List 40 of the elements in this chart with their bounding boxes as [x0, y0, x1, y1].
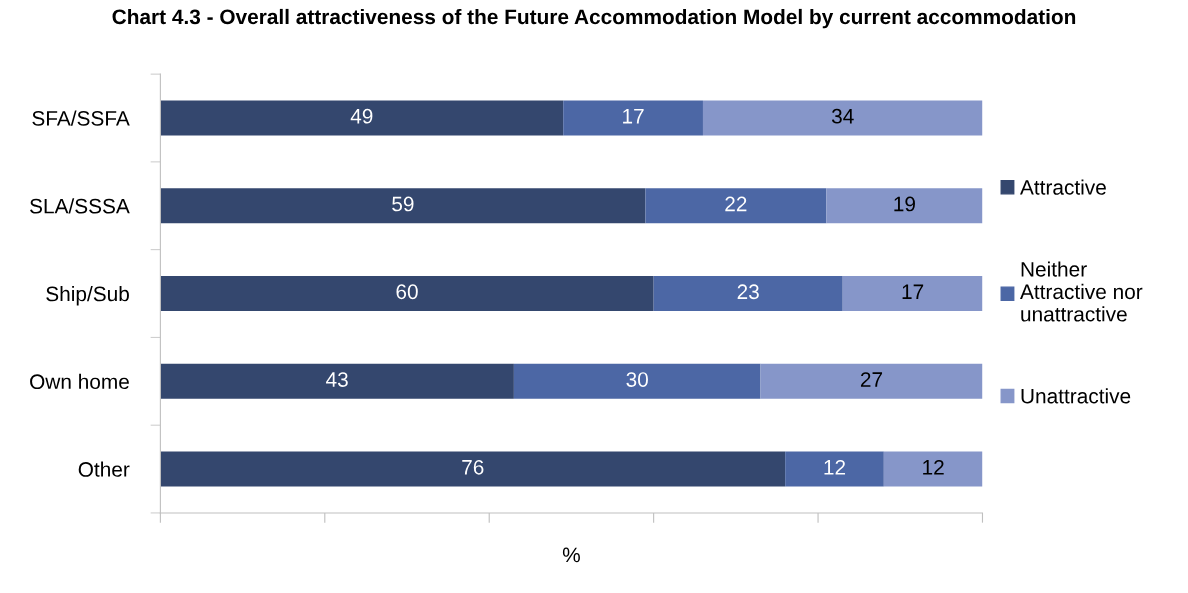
data-label: 12	[824, 459, 846, 475]
data-label: 17	[623, 109, 644, 124]
bar	[563, 100, 703, 136]
data-label: 12	[923, 459, 944, 475]
y-tick-label: SFA/SSFA	[32, 110, 130, 126]
bar	[842, 275, 983, 312]
data-label: 49	[350, 108, 373, 124]
y-tick-label: Ship/Sub	[46, 285, 129, 306]
bar	[160, 275, 654, 312]
bar	[826, 188, 983, 224]
data-label: 43	[326, 372, 348, 387]
legend-label: Neither Attractive nor unattractive	[1020, 261, 1143, 322]
data-label: 34	[831, 108, 854, 124]
x-axis-title: %	[562, 547, 580, 563]
chart-title: Chart 4.3 - Overall attractiveness of the Future Accommodation Model by current accommodation	[112, 8, 1076, 29]
bar	[513, 363, 761, 399]
bar	[653, 275, 843, 312]
data-label: 19	[894, 196, 915, 212]
bar	[760, 363, 983, 399]
data-label: 30	[626, 372, 648, 387]
data-label: 76	[462, 459, 484, 475]
data-label: 60	[396, 284, 418, 300]
bar	[883, 451, 983, 487]
legend-label: Attractive	[1020, 179, 1106, 195]
bar	[160, 188, 646, 224]
data-label: 27	[860, 372, 883, 387]
bar	[160, 100, 564, 136]
bar	[160, 451, 786, 487]
data-label: 17	[902, 284, 924, 299]
data-label: 23	[737, 284, 759, 300]
y-tick-label: Own home	[30, 373, 129, 390]
y-tick-label: SLA/SSSA	[30, 198, 130, 214]
bar	[785, 451, 884, 487]
bar	[160, 363, 514, 399]
data-label: 22	[725, 196, 747, 212]
bar	[702, 100, 983, 136]
data-label: 59	[392, 196, 414, 212]
bar	[645, 188, 827, 224]
y-tick-label: Other	[78, 461, 130, 477]
legend-label: Unattractive	[1021, 388, 1131, 404]
